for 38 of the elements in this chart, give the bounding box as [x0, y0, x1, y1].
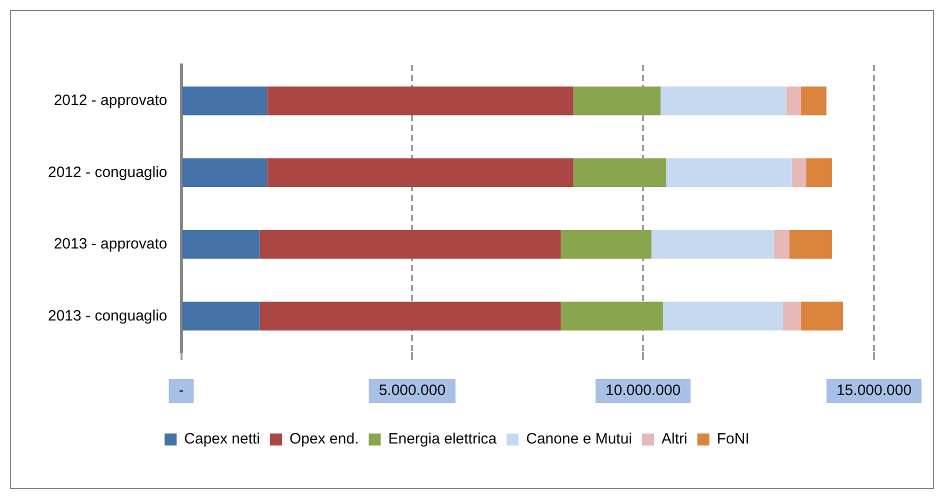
- x-tick-label: 5.000.000: [378, 382, 446, 400]
- bar: [783, 302, 802, 330]
- bar: [792, 158, 806, 187]
- bar: [573, 86, 661, 116]
- bar: [786, 86, 802, 116]
- legend-label: Energia elettrica: [388, 430, 498, 448]
- legend-label: Altri: [662, 430, 688, 448]
- x-tick-label: -: [178, 382, 184, 400]
- bar: [651, 230, 774, 259]
- bar: [267, 86, 574, 116]
- legend-label: FoNI: [716, 430, 750, 448]
- bar: [660, 86, 786, 116]
- bar: [573, 158, 666, 187]
- y-tick-label: 2012 - conguaglio: [48, 164, 168, 181]
- bar: [801, 302, 844, 330]
- y-tick-label: 2012 - approvato: [54, 92, 168, 110]
- bar: [789, 230, 832, 259]
- bar: [182, 86, 268, 116]
- x-tick-label: 15.000.000: [836, 382, 912, 400]
- legend-label: Canone e Mutui: [526, 430, 632, 448]
- bar: [267, 158, 574, 187]
- y-tick-label: 2013 - conguaglio: [48, 307, 168, 324]
- x-tick-label: 10.000.000: [606, 382, 681, 400]
- bar: [182, 158, 268, 187]
- bar: [662, 302, 784, 330]
- y-tick-label: 2013 - approvato: [54, 236, 168, 253]
- legend-label: Capex netti: [184, 430, 260, 448]
- bar: [806, 158, 832, 187]
- bar: [774, 230, 790, 259]
- bar: [182, 230, 260, 259]
- bar: [260, 230, 561, 259]
- bar: [260, 302, 561, 330]
- bar: [560, 302, 663, 330]
- bar: [182, 302, 260, 330]
- bar: [560, 230, 652, 259]
- bar: [801, 86, 826, 116]
- legend-label: Opex end.: [290, 430, 359, 448]
- bar: [666, 158, 792, 187]
